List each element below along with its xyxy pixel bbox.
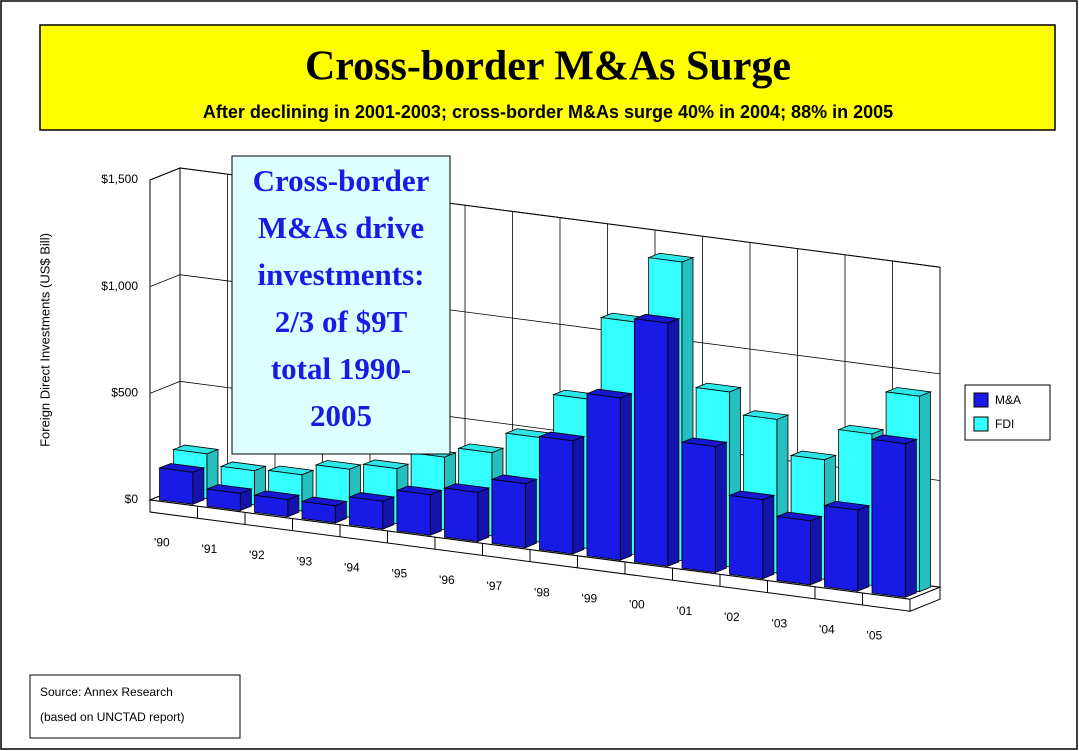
annotation-box xyxy=(231,155,451,455)
annotation-line: M&As drive xyxy=(258,210,424,245)
bar-side xyxy=(904,438,917,598)
x-tick-label: '92 xyxy=(249,548,265,562)
bar-side xyxy=(619,392,632,561)
bar-front xyxy=(586,393,621,561)
bar xyxy=(300,496,348,524)
bar-front xyxy=(254,494,289,518)
bar-side xyxy=(524,478,537,549)
x-tick-label: '99 xyxy=(582,592,598,606)
x-tick-label: '96 xyxy=(439,573,455,587)
x-tick-label: '98 xyxy=(534,585,550,599)
bar-side xyxy=(382,496,395,530)
bar-front xyxy=(539,436,574,555)
bar-side xyxy=(918,391,931,593)
bar-front xyxy=(301,501,336,524)
source: Source: Annex Research (based on UNCTAD r… xyxy=(40,685,185,724)
bar-side xyxy=(572,435,585,555)
x-tick-label: '90 xyxy=(154,536,170,550)
bar-front xyxy=(634,318,669,567)
x-tick-label: '93 xyxy=(297,554,313,568)
legend-swatch xyxy=(973,392,989,408)
x-tick-label: '05 xyxy=(867,629,883,643)
bar-front xyxy=(491,478,526,549)
x-tick-label: '97 xyxy=(487,579,503,593)
bar-side xyxy=(429,489,442,536)
y-tick-label: $500 xyxy=(111,386,138,400)
bar-side xyxy=(857,505,870,592)
bar xyxy=(157,463,206,505)
grid-line xyxy=(149,167,941,268)
floor-side xyxy=(909,586,941,612)
bar-front xyxy=(824,505,859,592)
bar-front xyxy=(729,494,764,580)
annotation-line: Cross-border xyxy=(253,163,430,198)
bar-side xyxy=(809,515,822,586)
bar xyxy=(442,483,491,543)
bar xyxy=(585,388,633,561)
title-box xyxy=(39,24,1056,131)
legend: M&A FDI xyxy=(973,392,1021,432)
x-tick-label: '91 xyxy=(202,542,218,556)
legend-label: FDI xyxy=(995,417,1014,431)
bar xyxy=(347,492,396,530)
x-tick-label: '01 xyxy=(677,604,693,618)
bar-front xyxy=(159,467,194,505)
x-tick-label: '02 xyxy=(724,610,740,624)
annotation-line: 2/3 of $9T xyxy=(275,304,408,339)
source-line: Source: Annex Research xyxy=(40,685,173,699)
bar xyxy=(537,431,586,555)
bar xyxy=(680,437,728,574)
bar xyxy=(252,490,301,518)
annotation-line: total 1990- xyxy=(271,351,411,386)
bar xyxy=(395,485,443,536)
y-tick-label: $1,000 xyxy=(101,279,138,293)
bar xyxy=(822,500,871,592)
annotation-line: 2005 xyxy=(310,398,372,433)
chart-subtitle: After declining in 2001-2003; cross-bord… xyxy=(203,102,893,122)
bar-side xyxy=(762,494,775,580)
x-tick-label: '04 xyxy=(819,623,835,637)
bar-front xyxy=(776,516,811,586)
annotation: Cross-border M&As drive investments: 2/3 of… xyxy=(253,163,430,433)
y-tick-label: $0 xyxy=(125,492,139,506)
bar xyxy=(727,490,776,580)
y-tick-label: $1,500 xyxy=(101,172,138,186)
chart-title: Cross-border M&As Surge xyxy=(305,44,791,90)
bar-side xyxy=(667,318,680,567)
annotation-line: investments: xyxy=(257,257,424,292)
bar-front xyxy=(349,496,384,530)
legend-label: M&A xyxy=(995,393,1021,407)
y-axis-label: Foreign Direct Investments (US$ Bill) xyxy=(37,233,52,447)
bar-side xyxy=(192,467,205,505)
legend-swatch xyxy=(973,416,989,432)
bar xyxy=(870,434,918,598)
x-tick-label: '03 xyxy=(772,616,788,630)
bar xyxy=(205,484,253,512)
source-box xyxy=(29,674,241,739)
bar xyxy=(775,511,823,586)
bar-side xyxy=(477,487,490,543)
bar-side xyxy=(714,441,727,574)
bar-front xyxy=(206,488,241,511)
bar xyxy=(490,474,538,549)
bar-front xyxy=(871,438,906,598)
x-tick-label: '00 xyxy=(629,598,645,612)
x-tick-label: '95 xyxy=(392,567,408,581)
bar-front xyxy=(681,441,716,573)
bar-front xyxy=(444,487,479,542)
source-line: (based on UNCTAD report) xyxy=(40,710,185,724)
bar xyxy=(632,313,681,567)
x-tick-label: '94 xyxy=(344,561,360,575)
bar-front xyxy=(396,489,431,536)
